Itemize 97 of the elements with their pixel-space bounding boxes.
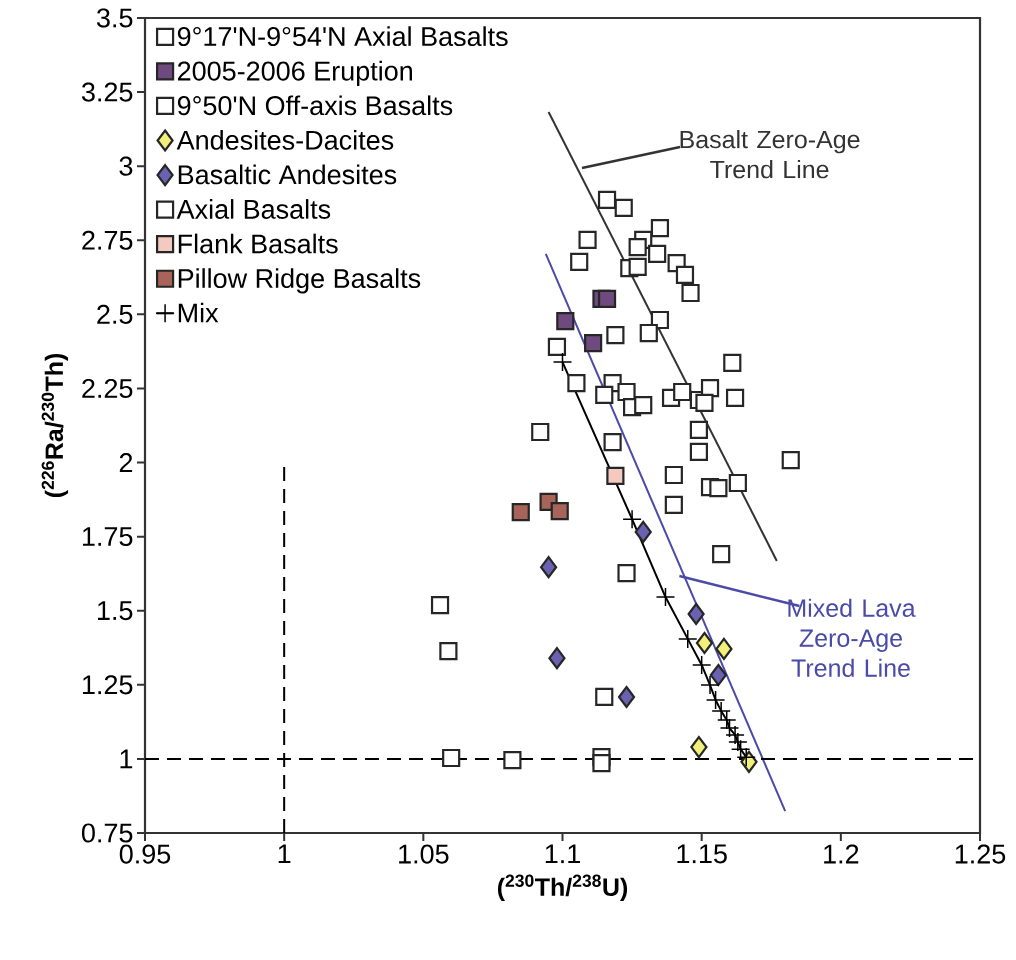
point xyxy=(578,230,597,250)
point xyxy=(675,265,695,285)
legend-label: 2005-2006 Eruption xyxy=(177,60,412,86)
y-tick-label: 2.75 xyxy=(82,230,133,250)
legend-label: Axial Basalts xyxy=(176,199,331,219)
y-tick-label: 2.5 xyxy=(97,304,133,324)
point xyxy=(690,735,708,759)
legend-label: Basaltic Andesites xyxy=(178,164,397,185)
point xyxy=(548,647,566,670)
point xyxy=(725,725,745,745)
point xyxy=(712,545,731,564)
point xyxy=(664,465,683,485)
point xyxy=(430,595,450,615)
point xyxy=(628,257,647,277)
point xyxy=(781,451,800,470)
point xyxy=(725,388,745,408)
point xyxy=(556,312,575,331)
point xyxy=(584,334,603,353)
point xyxy=(628,237,647,257)
point xyxy=(673,382,692,402)
point xyxy=(511,502,530,522)
legend-label: Flank Basalts xyxy=(178,233,338,254)
point xyxy=(730,739,751,759)
legend-label: Andesites-Dacites xyxy=(176,129,394,150)
point xyxy=(689,442,708,461)
point xyxy=(531,422,550,442)
point xyxy=(700,675,720,695)
point xyxy=(550,502,569,521)
legend-label: 9°17'N-9°54'N Axial Basalts xyxy=(177,26,508,47)
x-tick-label: 1 xyxy=(278,844,291,864)
point xyxy=(606,466,625,485)
point xyxy=(606,326,625,345)
point xyxy=(622,509,642,529)
point xyxy=(552,352,573,372)
point xyxy=(736,747,756,767)
point xyxy=(597,190,617,210)
point xyxy=(617,685,636,709)
point xyxy=(691,655,712,675)
point xyxy=(617,382,636,402)
x-tick-label: 1.2 xyxy=(824,844,859,864)
y-tick-label: 1.75 xyxy=(82,527,133,547)
x-tick-label: 1.1 xyxy=(545,844,580,864)
y-axis-title: ($^{226}$Ra/$^{230}$Th) xyxy=(41,353,69,497)
point xyxy=(650,219,670,238)
point xyxy=(567,374,586,393)
point xyxy=(689,420,708,440)
point xyxy=(614,198,633,218)
point xyxy=(705,690,726,710)
annotation: Basalt Zero-Age Trend Line xyxy=(680,130,860,179)
point xyxy=(592,753,611,773)
point xyxy=(728,473,747,493)
point xyxy=(597,289,617,309)
point xyxy=(719,718,740,738)
point xyxy=(695,393,714,413)
x-axis-title: ($^{230}$Th/$^{238}$U) xyxy=(497,874,628,901)
point xyxy=(439,641,458,661)
point xyxy=(678,629,698,649)
point xyxy=(687,602,705,626)
point xyxy=(539,556,558,579)
point xyxy=(695,631,714,655)
point xyxy=(570,252,589,271)
point xyxy=(639,323,658,343)
y-tick-label: 2.25 xyxy=(82,378,133,399)
point xyxy=(595,385,614,405)
point xyxy=(728,732,748,752)
point xyxy=(648,244,667,263)
x-tick-label: 0.95 xyxy=(119,844,171,864)
point xyxy=(715,637,733,661)
point xyxy=(617,563,636,583)
y-tick-label: 3.5 xyxy=(96,8,133,28)
annotation: Mixed Lava Zero-Age Trend Line xyxy=(788,598,916,677)
legend-label: 9°50'N Off-axis Basalts xyxy=(177,95,453,116)
point xyxy=(723,353,742,373)
point xyxy=(634,520,652,543)
y-tick-label: 3.25 xyxy=(81,82,133,102)
y-tick-label: 1 xyxy=(120,749,133,769)
y-tick-label: 1.5 xyxy=(97,601,133,621)
point xyxy=(603,432,622,452)
point xyxy=(595,687,614,707)
x-tick-label: 1.15 xyxy=(677,844,727,864)
point xyxy=(664,495,683,515)
y-tick-label: 0.75 xyxy=(81,823,133,843)
y-tick-label: 2 xyxy=(119,453,133,472)
point xyxy=(655,587,676,607)
y-tick-label: 1.25 xyxy=(82,675,133,695)
legend-label: Mix xyxy=(178,302,219,323)
point xyxy=(709,478,728,498)
x-tick-label: 1.25 xyxy=(955,844,1006,864)
y-tick-label: 3 xyxy=(119,156,133,176)
point xyxy=(442,748,461,768)
point xyxy=(547,337,567,357)
point xyxy=(681,283,700,303)
point xyxy=(503,750,522,770)
point xyxy=(634,395,653,415)
legend-label: Pillow Ridge Basalts xyxy=(178,268,421,294)
x-tick-label: 1.05 xyxy=(399,844,449,864)
point xyxy=(709,663,727,687)
